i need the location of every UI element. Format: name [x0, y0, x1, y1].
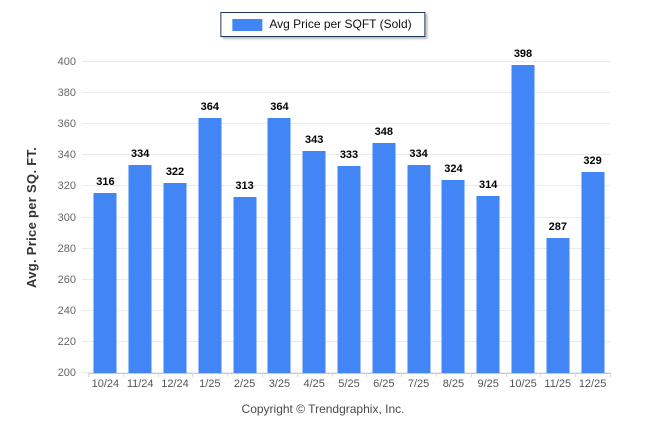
bar	[267, 117, 291, 373]
x-axis-tick	[296, 373, 298, 377]
x-axis-tick	[331, 373, 333, 377]
gridline	[82, 154, 610, 156]
bar-value-label: 316	[96, 175, 115, 188]
y-tick-label: 260	[57, 273, 76, 286]
legend: Avg Price per SQFT (Sold)	[220, 12, 426, 37]
x-axis-tick	[262, 373, 263, 377]
x-axis-label: 3/25	[268, 378, 291, 390]
bar-value-label: 398	[513, 48, 533, 61]
bar	[476, 195, 500, 373]
bar	[441, 180, 465, 373]
bar	[546, 237, 570, 373]
copyright-text: Copyright © Trendgraphix, Inc.	[241, 402, 405, 416]
x-axis-tick	[88, 373, 89, 377]
bar-value-label: 329	[583, 155, 602, 168]
y-tick-label: 360	[57, 118, 76, 131]
x-axis-label: 12/24	[161, 378, 189, 390]
plot-area: 200 220 240 260 280 300 320 340 360 380 400 316 10/2…	[58, 48, 611, 390]
x-axis-tick	[157, 373, 159, 377]
bar-value-label: 364	[270, 100, 289, 113]
x-axis-label: 10/25	[509, 378, 537, 390]
x-axis-label: 1/25	[199, 378, 221, 390]
x-axis-tick	[401, 373, 403, 377]
bar-slot: 333 5/25	[332, 62, 367, 390]
bar-value-label: 343	[305, 133, 324, 146]
bar-slot: 364 3/25	[262, 62, 297, 390]
bar-slot: 364 1/25	[192, 62, 227, 390]
bar-slot: 314 9/25	[471, 62, 506, 390]
x-axis-label: 6/25	[373, 378, 395, 390]
x-axis-label: 12/25	[578, 378, 607, 390]
bar-slot: 398 10/25	[506, 48, 541, 390]
y-tick-label: 280	[57, 242, 76, 255]
x-axis-tick	[470, 373, 472, 377]
legend-swatch	[232, 18, 263, 31]
x-axis-label: 4/25	[303, 378, 325, 390]
bar	[372, 142, 396, 373]
gridline	[82, 61, 610, 62]
bar	[128, 164, 152, 373]
bar-value-label: 348	[374, 125, 393, 138]
bar-slot: 316 10/24	[88, 62, 123, 390]
bar	[93, 192, 117, 373]
gridline	[82, 92, 610, 94]
bar	[511, 65, 535, 373]
bar-slot: 322 12/24	[158, 62, 193, 390]
bar	[233, 197, 257, 373]
bar-slot: 343 4/25	[297, 62, 332, 390]
bar-value-label: 322	[165, 166, 185, 179]
bar	[163, 183, 187, 373]
y-tick-label: 400	[57, 56, 76, 68]
bar-value-label: 333	[339, 149, 359, 162]
y-tick-label: 200	[57, 367, 76, 379]
x-axis-tick	[366, 373, 368, 377]
bar-value-label: 324	[444, 163, 463, 176]
x-axis-label: 7/25	[407, 378, 430, 390]
bar-slot: 324 8/25	[436, 62, 471, 390]
x-axis-tick	[122, 373, 124, 377]
x-axis-tick	[436, 373, 437, 377]
bar-value-label: 314	[479, 178, 498, 191]
bar-value-label: 334	[409, 147, 428, 160]
x-axis-label: 11/24	[126, 378, 154, 390]
y-tick-label: 380	[57, 87, 76, 100]
x-axis-label: 5/25	[338, 378, 360, 390]
x-axis-label: 11/25	[544, 378, 572, 390]
bar-slot: 287 11/25	[540, 62, 575, 390]
x-axis-label: 2/25	[233, 378, 256, 390]
bar	[407, 164, 431, 373]
bar-slot: 334 11/24	[123, 62, 158, 390]
x-axis-label: 8/25	[442, 378, 465, 390]
bar-value-label: 287	[548, 220, 567, 233]
bar-slot: 313 2/25	[227, 62, 262, 390]
x-axis-tick	[192, 373, 194, 377]
bar-value-label: 364	[200, 100, 219, 113]
bar	[581, 172, 605, 373]
y-tick-label: 220	[57, 335, 76, 348]
y-tick-label: 300	[57, 211, 76, 224]
x-axis-tick	[575, 373, 577, 377]
bar	[198, 117, 222, 373]
y-tick-label: 340	[57, 149, 76, 162]
y-tick-label: 240	[57, 304, 76, 317]
y-tick-label: 320	[57, 180, 76, 193]
gridline	[82, 123, 610, 125]
x-axis-tick	[505, 373, 507, 377]
bar-slot: 329 12/25	[575, 62, 610, 390]
x-axis-label: 9/25	[477, 378, 499, 390]
legend-label: Avg Price per SQFT (Sold)	[269, 17, 412, 31]
bar-slot: 348 6/25	[366, 62, 401, 390]
bar	[302, 150, 326, 373]
bar	[337, 166, 361, 373]
bar-value-label: 334	[131, 147, 150, 160]
bar-value-label: 313	[235, 180, 254, 193]
x-axis-label: 10/24	[91, 378, 120, 390]
x-axis-tick	[540, 373, 542, 377]
x-axis-tick	[610, 373, 611, 377]
x-axis-tick	[227, 373, 229, 377]
bar-slot: 334 7/25	[401, 62, 436, 390]
